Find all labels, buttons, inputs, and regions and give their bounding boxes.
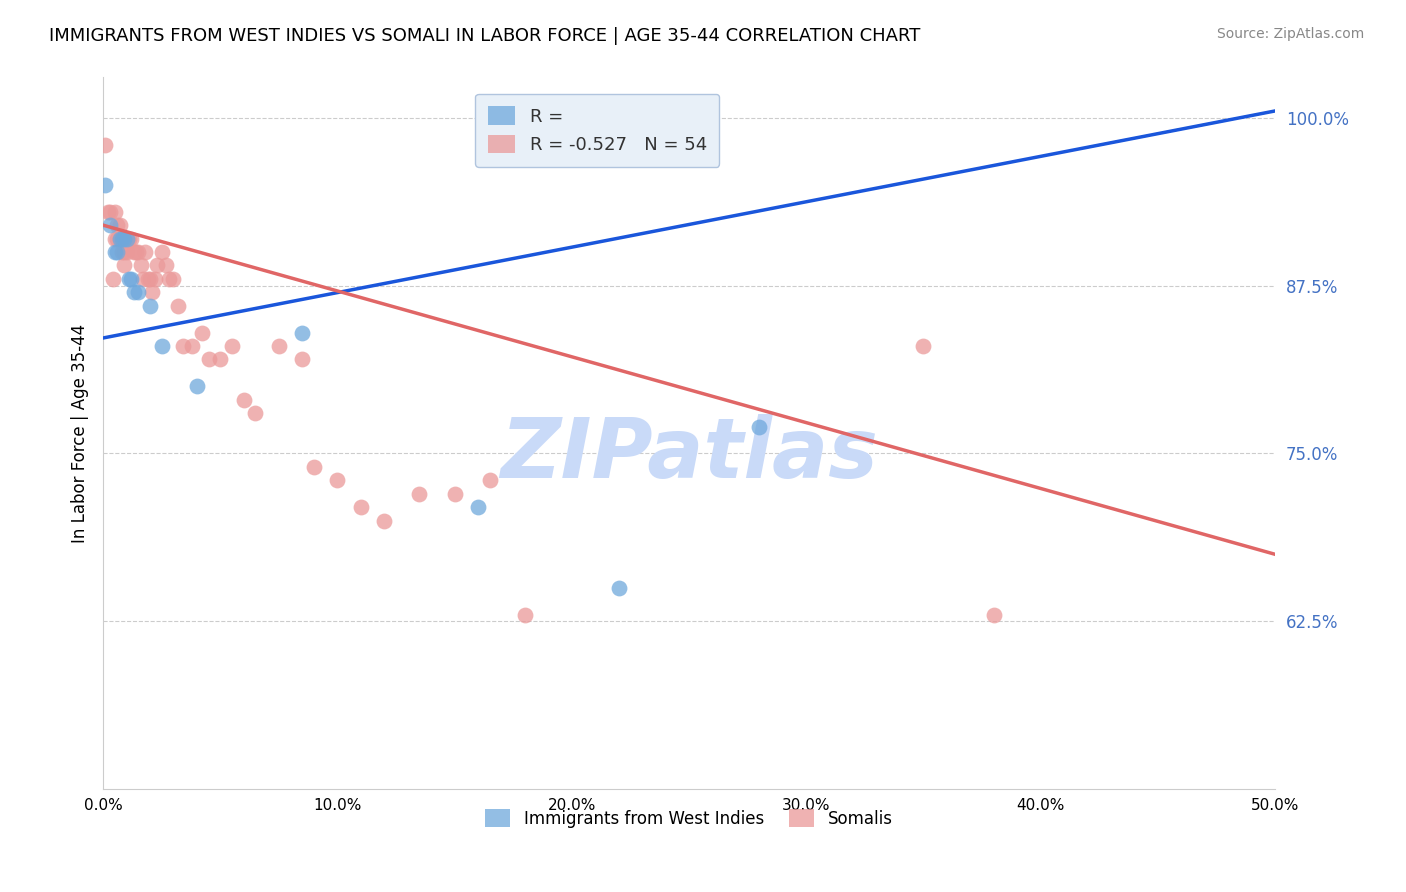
Point — [120, 231, 142, 245]
Point — [172, 339, 194, 353]
Point — [478, 473, 501, 487]
Legend: Immigrants from West Indies, Somalis: Immigrants from West Indies, Somalis — [479, 803, 898, 834]
Point — [104, 231, 127, 245]
Point — [232, 392, 254, 407]
Point — [139, 272, 162, 286]
Point — [912, 339, 935, 353]
Point — [143, 272, 166, 286]
Point — [983, 607, 1005, 622]
Point — [101, 272, 124, 286]
Point — [443, 487, 465, 501]
Point — [350, 500, 373, 515]
Point — [146, 259, 169, 273]
Point — [94, 178, 117, 192]
Point — [112, 259, 135, 273]
Point — [167, 299, 190, 313]
Point — [105, 218, 128, 232]
Point — [155, 259, 177, 273]
Point — [141, 285, 163, 300]
Point — [136, 272, 159, 286]
Point — [108, 231, 131, 245]
Point — [221, 339, 243, 353]
Point — [129, 259, 152, 273]
Point — [190, 326, 212, 340]
Point — [181, 339, 204, 353]
Y-axis label: In Labor Force | Age 35-44: In Labor Force | Age 35-44 — [72, 324, 89, 543]
Point — [125, 245, 148, 260]
Point — [122, 245, 145, 260]
Point — [108, 218, 131, 232]
Point — [105, 245, 128, 260]
Point — [104, 204, 127, 219]
Point — [408, 487, 430, 501]
Point — [94, 137, 117, 152]
Point — [111, 231, 134, 245]
Point — [326, 473, 349, 487]
Point — [245, 406, 267, 420]
Point — [467, 500, 489, 515]
Point — [513, 607, 536, 622]
Point — [111, 245, 134, 260]
Text: ZIPatlas: ZIPatlas — [501, 414, 877, 495]
Point — [108, 231, 131, 245]
Point — [150, 245, 173, 260]
Point — [98, 218, 121, 232]
Text: Source: ZipAtlas.com: Source: ZipAtlas.com — [1216, 27, 1364, 41]
Point — [112, 245, 135, 260]
Point — [104, 245, 127, 260]
Point — [267, 339, 290, 353]
Point — [118, 272, 141, 286]
Point — [197, 352, 219, 367]
Point — [373, 514, 395, 528]
Point — [118, 231, 141, 245]
Point — [209, 352, 232, 367]
Point — [162, 272, 184, 286]
Point — [132, 272, 155, 286]
Point — [98, 204, 121, 219]
Point — [115, 231, 138, 245]
Point — [127, 245, 149, 260]
Point — [115, 245, 138, 260]
Text: IMMIGRANTS FROM WEST INDIES VS SOMALI IN LABOR FORCE | AGE 35-44 CORRELATION CHA: IMMIGRANTS FROM WEST INDIES VS SOMALI IN… — [49, 27, 921, 45]
Point — [112, 231, 135, 245]
Point — [157, 272, 180, 286]
Point — [120, 272, 142, 286]
Point — [291, 326, 314, 340]
Point — [186, 379, 208, 393]
Point — [105, 231, 128, 245]
Point — [139, 299, 162, 313]
Point — [150, 339, 173, 353]
Point — [115, 231, 138, 245]
Point — [607, 581, 630, 595]
Point — [302, 459, 325, 474]
Point — [134, 245, 156, 260]
Point — [291, 352, 314, 367]
Point — [111, 231, 134, 245]
Point — [748, 419, 770, 434]
Point — [127, 285, 149, 300]
Point — [122, 285, 145, 300]
Point — [97, 204, 120, 219]
